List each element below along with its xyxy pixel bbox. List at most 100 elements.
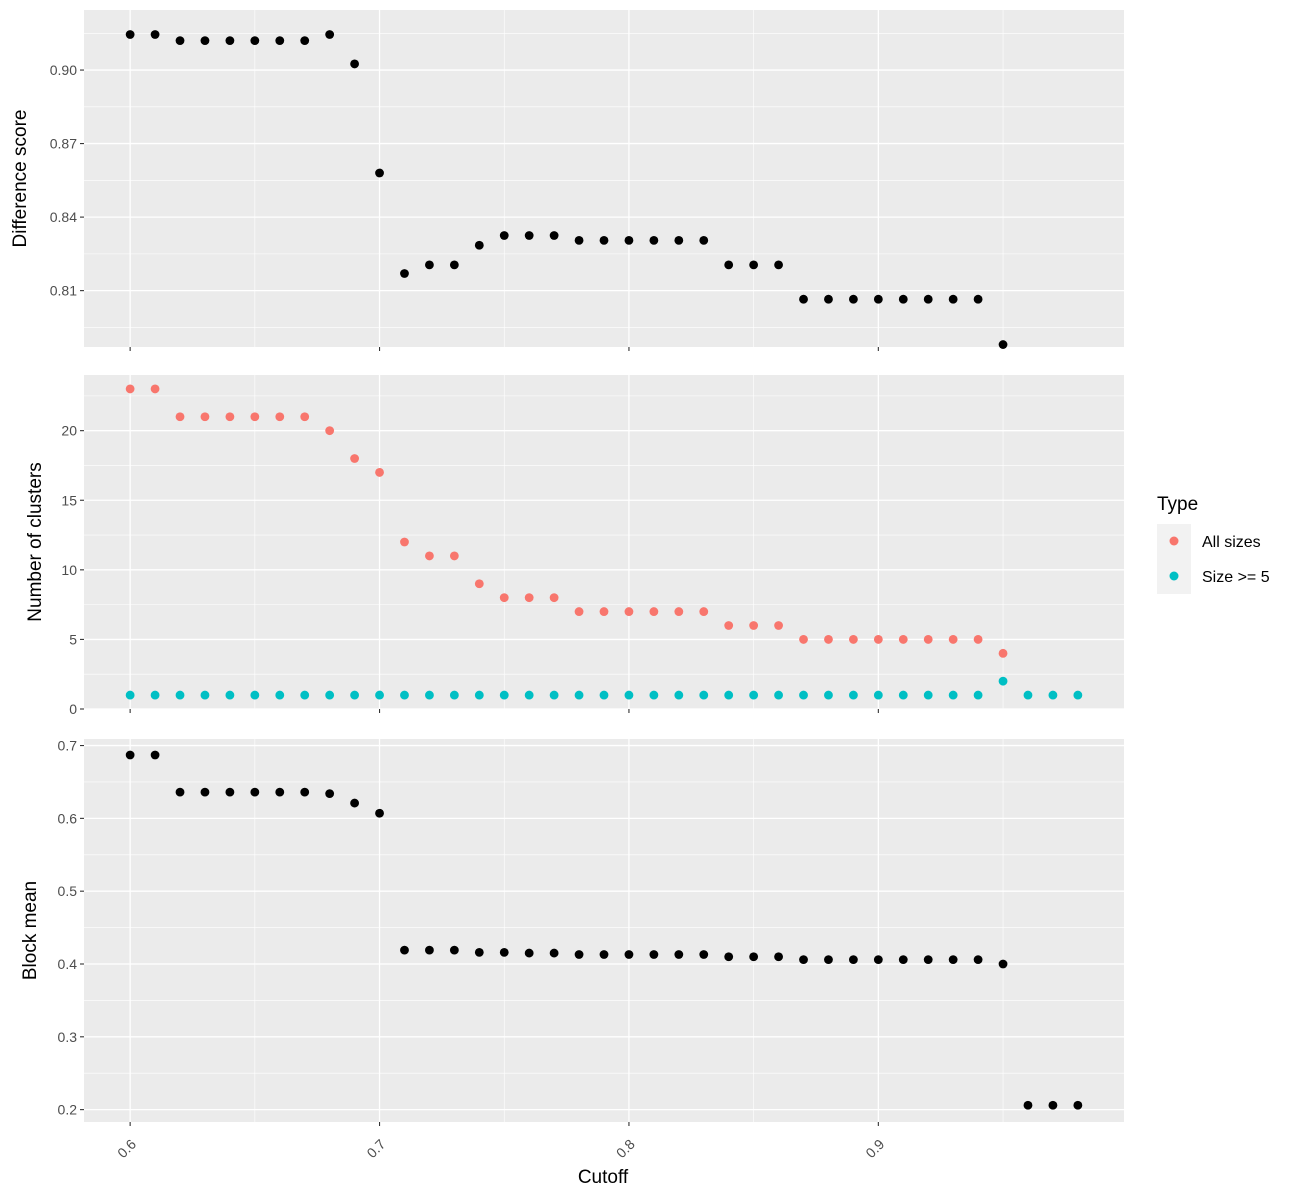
data-point xyxy=(849,635,858,644)
data-point xyxy=(524,593,534,603)
data-point xyxy=(624,690,634,700)
data-point xyxy=(125,384,135,394)
data-point xyxy=(923,690,933,700)
data-point xyxy=(250,412,260,422)
data-point xyxy=(549,593,559,603)
data-point xyxy=(574,950,584,959)
data-point xyxy=(1048,1100,1058,1110)
data-point xyxy=(724,621,734,630)
legend-title: Type xyxy=(1157,494,1198,515)
data-point xyxy=(425,945,434,955)
x-axis-title: Cutoff xyxy=(578,1167,629,1188)
data-point xyxy=(849,955,858,965)
data-point xyxy=(1023,1100,1033,1110)
series-all-sizes xyxy=(125,384,1008,658)
y-tick-label: 0.7 xyxy=(58,738,78,754)
data-point xyxy=(325,426,335,436)
data-point xyxy=(375,468,384,477)
data-point xyxy=(898,955,908,965)
data-point xyxy=(1048,690,1058,700)
data-point xyxy=(250,690,260,700)
data-point xyxy=(175,787,185,797)
data-point xyxy=(849,294,858,304)
data-point xyxy=(599,235,609,245)
data-point xyxy=(973,955,983,965)
data-point xyxy=(799,690,808,700)
data-point xyxy=(325,30,335,39)
legend: Type All sizes Size >= 5 xyxy=(1157,494,1270,594)
data-point xyxy=(350,454,359,463)
legend-key-background xyxy=(1157,524,1191,594)
data-point xyxy=(549,231,559,240)
data-point xyxy=(499,231,509,240)
legend-key-size-ge-5 xyxy=(1169,571,1179,581)
data-point xyxy=(624,235,634,245)
data-point xyxy=(275,412,285,422)
data-point xyxy=(724,690,734,700)
y-tick-label: 5 xyxy=(69,631,77,647)
data-point xyxy=(973,635,983,644)
y-axis-title: Block mean xyxy=(20,881,41,980)
data-point xyxy=(549,948,559,958)
data-point xyxy=(200,787,210,797)
data-point xyxy=(300,36,310,46)
y-tick-label: 0.84 xyxy=(50,209,77,225)
y-tick-label: 10 xyxy=(61,562,77,578)
data-point xyxy=(699,607,709,616)
series-size-5 xyxy=(125,676,1083,700)
y-axis-title: Number of clusters xyxy=(25,462,46,621)
y-tick-label: 0.81 xyxy=(50,283,77,299)
data-point xyxy=(325,690,335,700)
y-axis-title: Difference score xyxy=(10,110,31,248)
legend-label-all-sizes: All sizes xyxy=(1202,534,1261,551)
data-point xyxy=(250,787,260,797)
data-point xyxy=(749,260,759,270)
data-point xyxy=(973,294,983,304)
data-point xyxy=(948,955,958,965)
data-point xyxy=(649,950,659,959)
data-point xyxy=(524,231,534,240)
data-point xyxy=(425,690,434,700)
data-point xyxy=(200,36,210,46)
data-point xyxy=(225,412,235,422)
y-tick-label: 0.6 xyxy=(58,810,78,826)
panel-top: 0.81 0.84 0.87 0.90 Difference score xyxy=(10,10,1124,351)
x-tick-label: 0.8 xyxy=(613,1136,638,1161)
series-points xyxy=(125,30,1008,349)
data-point xyxy=(499,593,509,603)
x-tick-label: 0.9 xyxy=(862,1136,887,1161)
data-point xyxy=(649,690,659,700)
data-point xyxy=(824,955,833,965)
data-point xyxy=(923,955,933,965)
data-point xyxy=(799,294,808,304)
y-tick-label: 0.87 xyxy=(50,136,77,152)
data-point xyxy=(898,294,908,304)
data-point xyxy=(824,690,833,700)
data-point xyxy=(225,36,235,46)
data-point xyxy=(948,690,958,700)
data-point xyxy=(474,690,484,700)
data-point xyxy=(998,959,1008,969)
data-point xyxy=(275,787,285,797)
data-point xyxy=(375,808,384,818)
y-tick-label: 15 xyxy=(61,492,77,508)
data-point xyxy=(125,750,135,760)
panels-layer: 0.81 0.84 0.87 0.90 Difference score 0 5 10 15 20… xyxy=(10,10,1124,1161)
data-point xyxy=(175,412,185,422)
data-point xyxy=(474,579,484,589)
data-point xyxy=(350,798,359,808)
data-point xyxy=(774,260,783,270)
data-point xyxy=(375,690,384,700)
data-point xyxy=(749,952,759,962)
data-point xyxy=(1023,690,1033,700)
legend-label-size-ge-5: Size >= 5 xyxy=(1202,569,1270,586)
data-point xyxy=(923,294,933,304)
data-point xyxy=(624,950,634,959)
data-point xyxy=(649,235,659,245)
data-point xyxy=(799,635,808,644)
data-point xyxy=(300,690,310,700)
data-point xyxy=(948,294,958,304)
panel-background xyxy=(84,375,1124,709)
data-point xyxy=(549,690,559,700)
data-point xyxy=(599,950,609,959)
